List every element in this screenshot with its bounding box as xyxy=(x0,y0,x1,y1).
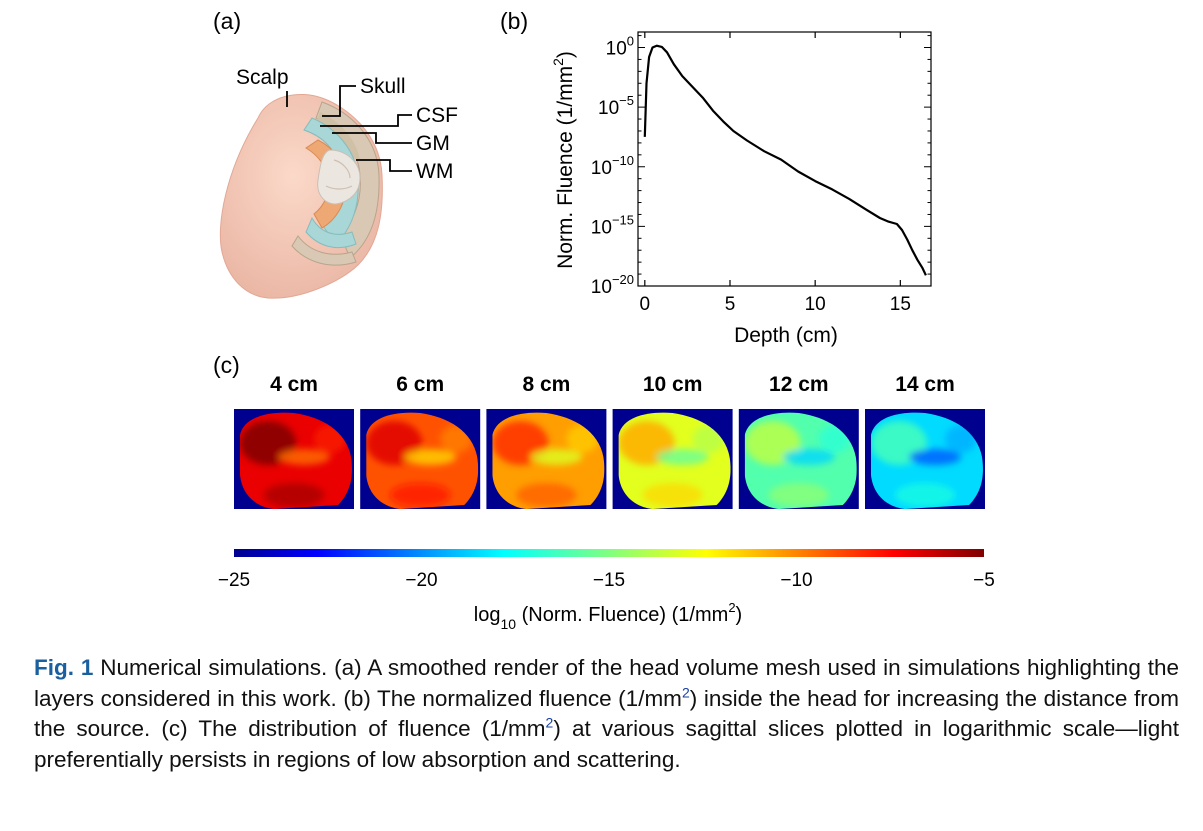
label-skull: Skull xyxy=(360,75,406,98)
slice-panel: 6 cm xyxy=(360,373,481,509)
caption-text-3: ) at various sagittal slices plotted in … xyxy=(34,716,1179,772)
x-tick-label: 0 xyxy=(640,294,651,315)
colorbar-tick-label: −20 xyxy=(405,570,437,591)
slice-ventricle xyxy=(278,449,330,465)
colorbar-tick-label: −25 xyxy=(218,570,250,591)
slice-lower-region xyxy=(516,483,577,507)
slice-depth-label: 10 cm xyxy=(643,373,703,396)
caption-text-1: Numerical simulations. (a) A smoothed re… xyxy=(34,655,1179,711)
slice-lower-region xyxy=(264,483,324,507)
slice-depth-label: 14 cm xyxy=(895,373,955,396)
slice-panel: 10 cm xyxy=(612,373,733,509)
slice-head xyxy=(492,412,605,509)
caption-text-2: ) inside the head for increasing the dis… xyxy=(34,685,1179,742)
slice-head xyxy=(366,412,479,509)
panel-c: (c) 4 cm 6 cm 8 cm 10 cm 12 cm 14 cm −25 −20 −1… xyxy=(213,352,995,632)
slice-lower-region xyxy=(768,483,829,507)
slice-depth-label: 8 cm xyxy=(522,373,570,396)
y-tick-label: 10−5 xyxy=(598,93,634,119)
slice-head xyxy=(871,412,983,509)
colorbar-tick-label: −10 xyxy=(780,570,812,591)
figure-caption: Fig. 1 Numerical simulations. (a) A smoo… xyxy=(34,653,1179,775)
slice-lower-region xyxy=(642,483,703,507)
slice-ventricle xyxy=(909,449,961,465)
slice-ventricle xyxy=(530,449,583,465)
fluence-curve xyxy=(643,44,927,276)
slice-ventricle xyxy=(656,449,709,465)
caption-sup-2: 2 xyxy=(545,714,554,731)
slice-panel: 4 cm xyxy=(234,373,354,509)
x-tick-label: 10 xyxy=(805,294,826,315)
colorbar-tick-label: −5 xyxy=(973,570,995,591)
x-axis-label: Depth (cm) xyxy=(734,324,838,347)
panel-a: (a) Scalp Skull CSF GM xyxy=(213,8,458,299)
wm-layer xyxy=(317,149,361,205)
slice-images: 4 cm 6 cm 8 cm 10 cm 12 cm 14 cm xyxy=(234,373,985,509)
colorbar-tick-label: −15 xyxy=(593,570,625,591)
skull-inner xyxy=(316,112,360,160)
slice-panel: 8 cm xyxy=(486,373,607,509)
layer-labels: Scalp Skull CSF GM WM xyxy=(236,66,458,183)
y-axis-label: Norm. Fluence (1/mm2) xyxy=(550,51,577,269)
slice-panel: 12 cm xyxy=(738,373,859,509)
fluence-plot: 0 5 10 15 100 10−5 10−10 10−15 10−20 Depth (cm)… xyxy=(550,31,932,347)
colorbar-label: log10 (Norm. Fluence) (1/mm2) xyxy=(474,600,742,632)
y-tick-label: 100 xyxy=(606,34,634,60)
y-tick-label: 10−10 xyxy=(591,153,634,179)
x-axis-ticks: 0 5 10 15 xyxy=(640,32,911,315)
label-csf: CSF xyxy=(416,104,458,127)
slice-lower-region xyxy=(895,483,955,507)
colorbar: −25 −20 −15 −10 −5 log10 (Norm. Fluence) (1/… xyxy=(218,549,995,632)
slice-head xyxy=(618,412,731,509)
slice-ventricle xyxy=(782,449,835,465)
y-tick-label: 10−20 xyxy=(591,272,634,298)
slice-lower-region xyxy=(390,483,451,507)
caption-sup-1: 2 xyxy=(681,684,690,700)
colorbar-gradient xyxy=(234,549,984,557)
caption-fig-label: Fig. 1 xyxy=(34,655,94,680)
label-scalp: Scalp xyxy=(236,66,289,89)
head-render xyxy=(219,94,383,299)
x-tick-label: 5 xyxy=(725,294,736,315)
plot-frame xyxy=(637,31,932,287)
label-wm: WM xyxy=(416,160,453,183)
panel-b-label: (b) xyxy=(500,8,528,34)
panel-b: (b) 0 5 10 15 100 10−5 10−10 10−15 10−20 Depth … xyxy=(500,8,932,347)
slice-depth-label: 6 cm xyxy=(396,373,444,396)
slice-ventricle xyxy=(404,449,457,465)
slice-panel: 14 cm xyxy=(865,373,985,509)
y-axis-ticks: 100 10−5 10−10 10−15 10−20 xyxy=(591,34,931,298)
slice-depth-label: 4 cm xyxy=(270,373,318,396)
y-tick-label: 10−15 xyxy=(591,212,634,238)
colorbar-ticks: −25 −20 −15 −10 −5 xyxy=(218,570,995,591)
slice-head xyxy=(240,412,352,509)
label-gm: GM xyxy=(416,132,450,155)
panel-c-label: (c) xyxy=(213,352,240,378)
x-tick-label: 15 xyxy=(890,294,911,315)
slice-depth-label: 12 cm xyxy=(769,373,829,396)
panel-a-label: (a) xyxy=(213,8,241,34)
